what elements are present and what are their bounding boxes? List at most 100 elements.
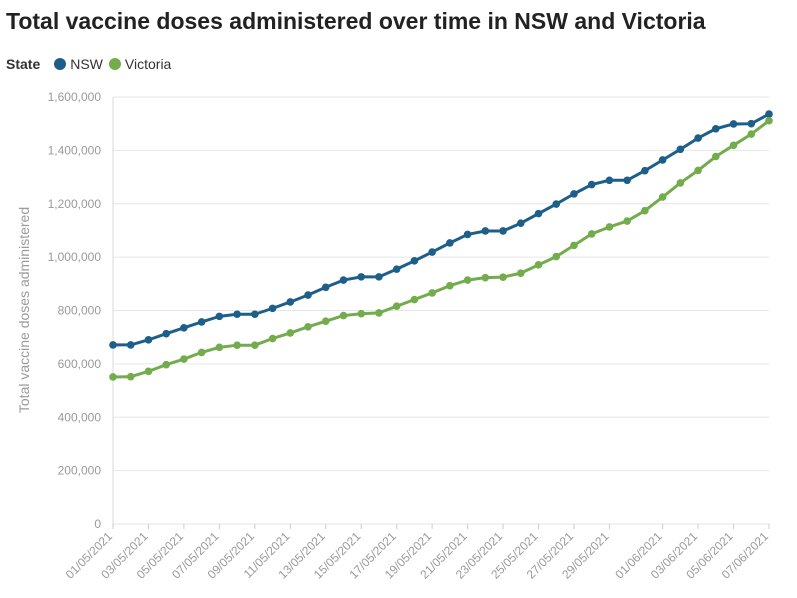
y-axis: 0 200,000 400,000 600,000 800,000 1,000,000 1,… [48, 90, 114, 531]
data-point-nsw[interactable] [410, 257, 419, 265]
data-point-victoria[interactable] [162, 360, 170, 369]
data-point-nsw[interactable] [268, 304, 277, 313]
y-tick-label: 0 [94, 517, 101, 531]
data-point-nsw[interactable] [499, 227, 507, 235]
series-victoria [109, 116, 773, 381]
data-point-victoria[interactable] [534, 261, 543, 269]
data-point-nsw[interactable] [605, 176, 614, 185]
data-point-victoria[interactable] [144, 367, 153, 376]
data-point-victoria[interactable] [286, 329, 295, 337]
legend-item-victoria[interactable]: Victoria [108, 56, 172, 72]
data-point-victoria[interactable] [339, 311, 348, 320]
data-point-nsw[interactable] [446, 239, 454, 247]
data-point-nsw[interactable] [641, 166, 649, 175]
data-point-nsw[interactable] [126, 341, 135, 349]
data-point-victoria[interactable] [375, 309, 383, 317]
data-point-victoria[interactable] [215, 343, 224, 352]
data-point-victoria[interactable] [251, 341, 259, 349]
legend: State NSW Victoria [6, 55, 177, 73]
data-point-victoria[interactable] [765, 116, 773, 125]
data-point-victoria[interactable] [268, 334, 277, 343]
data-point-nsw[interactable] [729, 120, 738, 128]
data-point-victoria[interactable] [729, 141, 738, 150]
data-point-victoria[interactable] [587, 230, 596, 238]
data-point-nsw[interactable] [658, 156, 667, 164]
data-point-victoria[interactable] [410, 295, 419, 304]
data-point-nsw[interactable] [339, 276, 348, 284]
data-point-victoria[interactable] [499, 273, 507, 281]
y-tick-label: 1,400,000 [48, 143, 102, 157]
legend-swatch-victoria [108, 58, 121, 70]
data-point-nsw[interactable] [747, 119, 756, 128]
data-point-nsw[interactable] [197, 318, 206, 326]
chart-title: Total vaccine doses administered over ti… [6, 8, 706, 34]
y-tick-label: 400,000 [58, 410, 102, 424]
y-tick-label: 800,000 [58, 304, 102, 318]
data-point-victoria[interactable] [658, 193, 667, 201]
data-point-victoria[interactable] [180, 355, 188, 363]
data-point-victoria[interactable] [126, 372, 135, 381]
data-point-nsw[interactable] [481, 227, 490, 235]
data-point-victoria[interactable] [712, 152, 720, 161]
data-point-nsw[interactable] [392, 265, 401, 273]
legend-label-nsw: NSW [70, 56, 103, 72]
data-point-nsw[interactable] [587, 180, 596, 189]
data-point-nsw[interactable] [694, 134, 702, 142]
data-point-nsw[interactable] [375, 273, 383, 281]
legend-swatch-nsw [54, 58, 67, 70]
data-point-victoria[interactable] [481, 273, 490, 282]
gridlines [113, 96, 769, 525]
data-point-victoria[interactable] [304, 322, 312, 331]
data-point-nsw[interactable] [676, 145, 685, 154]
data-point-nsw[interactable] [765, 110, 773, 118]
data-point-nsw[interactable] [428, 248, 436, 256]
data-point-victoria[interactable] [428, 289, 436, 297]
x-axis: 01/05/202103/05/202105/05/202107/05/2021… [63, 524, 771, 582]
data-point-victoria[interactable] [552, 252, 561, 261]
y-tick-label: 200,000 [58, 464, 102, 478]
data-point-nsw[interactable] [215, 312, 224, 321]
data-point-victoria[interactable] [463, 276, 472, 284]
legend-label-victoria: Victoria [124, 56, 172, 72]
y-tick-label: 1,000,000 [48, 250, 102, 264]
data-point-victoria[interactable] [357, 309, 366, 318]
data-point-victoria[interactable] [233, 341, 241, 349]
data-point-victoria[interactable] [321, 317, 330, 325]
series-lines [109, 110, 773, 381]
data-point-nsw[interactable] [162, 329, 170, 338]
data-point-victoria[interactable] [392, 302, 401, 311]
data-point-nsw[interactable] [144, 336, 153, 344]
data-point-nsw[interactable] [570, 190, 578, 198]
y-tick-label: 1,600,000 [48, 90, 102, 104]
data-point-nsw[interactable] [552, 200, 561, 208]
data-point-victoria[interactable] [641, 206, 649, 215]
data-point-victoria[interactable] [747, 130, 756, 138]
data-point-nsw[interactable] [109, 341, 117, 349]
y-tick-label: 600,000 [58, 357, 102, 371]
data-point-victoria[interactable] [676, 179, 685, 187]
data-point-nsw[interactable] [286, 298, 295, 306]
data-point-victoria[interactable] [570, 241, 578, 250]
legend-item-nsw[interactable]: NSW [54, 56, 103, 72]
data-point-nsw[interactable] [516, 219, 525, 228]
data-point-nsw[interactable] [623, 176, 631, 185]
legend-title: State [6, 56, 41, 72]
data-point-victoria[interactable] [623, 217, 631, 225]
y-axis-title: Total vaccine doses administered [16, 207, 32, 413]
data-point-nsw[interactable] [321, 283, 330, 292]
data-point-nsw[interactable] [534, 209, 543, 218]
data-point-victoria[interactable] [446, 281, 454, 290]
data-point-victoria[interactable] [605, 223, 614, 231]
data-point-nsw[interactable] [463, 230, 472, 239]
data-point-victoria[interactable] [516, 269, 525, 277]
data-point-victoria[interactable] [109, 373, 117, 381]
data-point-nsw[interactable] [251, 310, 259, 319]
data-point-nsw[interactable] [180, 324, 188, 332]
data-point-victoria[interactable] [694, 166, 702, 175]
data-point-victoria[interactable] [197, 348, 206, 357]
data-point-nsw[interactable] [233, 310, 241, 319]
data-point-nsw[interactable] [304, 291, 312, 299]
data-point-nsw[interactable] [712, 124, 720, 133]
data-point-nsw[interactable] [357, 273, 366, 281]
